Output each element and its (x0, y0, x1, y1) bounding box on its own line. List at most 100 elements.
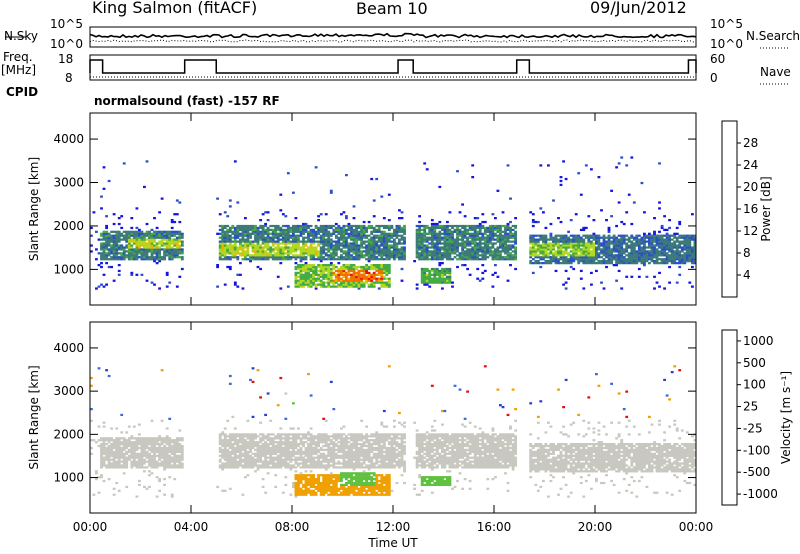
power-cell (337, 267, 341, 271)
power-cell (559, 256, 563, 259)
power-cell (418, 246, 422, 249)
velocity-cell (249, 433, 252, 436)
velocity-cell (153, 450, 156, 454)
velocity-cell (264, 413, 268, 417)
power-cell (228, 228, 232, 232)
velocity-cell (266, 433, 270, 436)
power-cell (403, 232, 406, 235)
power-cell (468, 242, 472, 245)
power-cell (110, 234, 114, 237)
power-cell (496, 234, 500, 237)
power-cell (223, 224, 227, 228)
power-cell (483, 252, 487, 255)
power-cell (264, 252, 268, 255)
velocity-cell (279, 443, 283, 446)
power-cell (307, 236, 310, 239)
power-cell (615, 242, 619, 245)
power-cell (340, 256, 343, 259)
power-cell (100, 248, 103, 251)
power-cell (549, 234, 553, 237)
velocity-cell (150, 448, 154, 452)
power-cell (387, 193, 391, 196)
power-cell (433, 224, 437, 228)
power-cell (491, 234, 495, 237)
power-cell (539, 244, 543, 247)
velocity-cell (297, 456, 300, 459)
velocity-cell (125, 464, 129, 467)
velocity-cell (286, 456, 290, 459)
velocity-cell (236, 444, 240, 448)
power-cell (264, 224, 268, 228)
power-cell (627, 236, 631, 239)
power-cell (153, 217, 156, 220)
power-cell (281, 228, 285, 232)
velocity-cell (244, 464, 247, 467)
power-cell (544, 242, 548, 245)
power-cell (317, 250, 321, 253)
power-cell (430, 252, 434, 255)
power-cell (529, 246, 533, 249)
power-cell (259, 219, 263, 222)
velocity-cell (105, 452, 109, 455)
power-cell (254, 246, 257, 249)
velocity-cell (294, 437, 298, 440)
power-cell (425, 168, 429, 171)
power-cell (395, 248, 399, 251)
velocity-cell (117, 450, 121, 454)
power-cell (317, 283, 321, 286)
power-cell (286, 232, 290, 235)
power-cell (655, 240, 659, 243)
power-cell (486, 226, 490, 230)
power-cell (329, 240, 333, 243)
power-cell (663, 258, 667, 261)
power-cell (155, 248, 159, 251)
velocity-cell (160, 437, 164, 440)
power-cell (163, 230, 167, 233)
power-cell (286, 240, 290, 243)
power-cell (688, 258, 692, 261)
power-cell (610, 248, 614, 251)
power-cell (345, 252, 348, 255)
velocity-cell (271, 448, 275, 452)
power-cell (352, 224, 356, 228)
velocity-cell (241, 433, 245, 436)
velocity-cell (233, 437, 237, 440)
power-cell (355, 273, 358, 276)
velocity-cell (90, 376, 93, 380)
velocity-cell (231, 458, 235, 461)
velocity-cell (180, 454, 184, 457)
power-cell (355, 252, 358, 255)
power-cell (448, 246, 452, 249)
power-cell (110, 246, 114, 249)
power-cell (304, 258, 308, 261)
power-cell (332, 240, 336, 243)
power-cell (246, 234, 250, 237)
power-cell (398, 242, 401, 245)
power-cell (534, 262, 538, 265)
power-cell (653, 246, 656, 249)
power-cell (218, 232, 222, 235)
power-cell (357, 269, 361, 273)
power-cell (625, 242, 629, 245)
power-cell (683, 258, 687, 261)
power-cell (496, 236, 500, 239)
power-cell (327, 271, 331, 275)
power-cell (531, 252, 535, 255)
power-cell (590, 254, 593, 257)
power-cell (501, 244, 505, 247)
power-cell (632, 248, 636, 251)
power-cell (148, 238, 151, 241)
power-cell (347, 281, 351, 284)
power-cell (107, 179, 111, 183)
power-cell (395, 254, 399, 257)
velocity-cell (110, 454, 114, 457)
power-cell (370, 265, 374, 269)
velocity-cell (294, 481, 298, 485)
power-cell (456, 228, 459, 232)
power-cell (140, 254, 144, 257)
power-cell (529, 240, 533, 243)
power-cell (514, 248, 518, 251)
power-cell (577, 262, 581, 265)
velocity-cell (158, 478, 162, 481)
velocity-cell (299, 489, 303, 492)
